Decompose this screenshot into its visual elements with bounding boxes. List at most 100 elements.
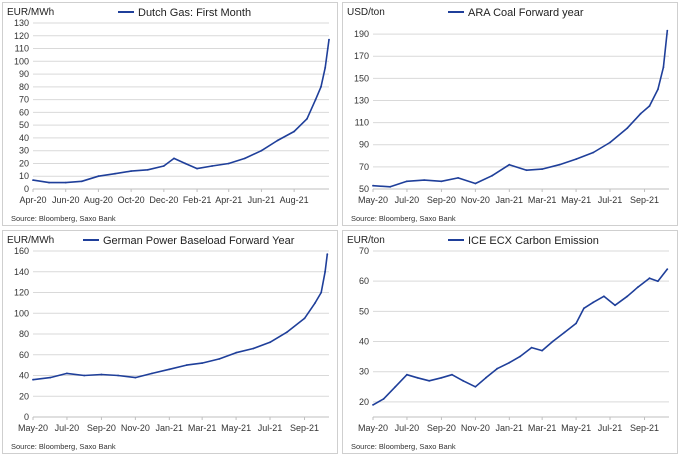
y-unit-label: USD/ton (347, 7, 385, 18)
y-tick-label: 50 (359, 306, 369, 316)
source-note: Source: Bloomberg, Saxo Bank (351, 442, 456, 451)
x-tick-label: May-21 (221, 423, 251, 433)
data-point (227, 162, 230, 165)
x-tick-label: Sep-20 (427, 423, 456, 433)
data-point (657, 88, 659, 91)
source-note: Source: Bloomberg, Saxo Bank (11, 442, 116, 451)
data-point (276, 139, 279, 142)
data-point (394, 385, 397, 388)
y-tick-label: 170 (354, 51, 369, 61)
data-point (235, 351, 238, 354)
y-tick-label: 40 (19, 371, 29, 381)
data-point (49, 376, 52, 379)
data-point (609, 141, 611, 144)
y-tick-label: 60 (359, 276, 369, 286)
data-point (423, 179, 426, 182)
data-point (462, 379, 464, 382)
x-tick-label: Jun-21 (248, 195, 276, 205)
data-point (440, 376, 443, 379)
x-tick-label: Nov-20 (121, 423, 150, 433)
data-point (626, 127, 629, 129)
y-unit-label: EUR/ton (347, 235, 385, 246)
data-point (474, 182, 477, 185)
x-tick-label: Jun-20 (52, 195, 80, 205)
data-point (406, 180, 408, 183)
x-tick-label: Nov-20 (461, 423, 490, 433)
data-point (184, 162, 187, 165)
y-tick-label: 50 (19, 120, 29, 130)
y-tick-label: 20 (19, 391, 29, 401)
data-point (626, 295, 629, 298)
data-point (83, 374, 86, 377)
data-point (100, 373, 103, 376)
y-tick-label: 10 (19, 171, 29, 181)
data-point (485, 376, 487, 379)
x-tick-label: May-20 (18, 423, 48, 433)
data-point (662, 66, 665, 69)
x-tick-label: May-21 (561, 195, 591, 205)
x-tick-label: Sep-20 (427, 195, 456, 205)
data-point (130, 170, 132, 173)
x-tick-label: Jan-21 (496, 423, 524, 433)
data-point (575, 158, 577, 161)
y-tick-label: 70 (359, 246, 369, 256)
y-tick-label: 40 (359, 337, 369, 347)
y-unit-label: EUR/MWh (7, 235, 54, 246)
chart-panel-ara-coal: 50 70 90 110 130 150 170 190 May-20 Jul-20 Sep-20 N… (342, 2, 678, 226)
chart-panel-carbon-emission: 20 30 40 50 60 70 May-20 Jul-20 Sep-20 Nov-20 Jan-… (342, 230, 678, 454)
y-tick-label: 70 (19, 95, 29, 105)
data-point (32, 378, 34, 381)
x-tick-label: Feb-21 (183, 195, 212, 205)
data-point (97, 175, 100, 178)
x-tick-label: May-20 (358, 195, 388, 205)
data-point (508, 163, 511, 166)
data-point (592, 151, 595, 154)
data-point (416, 376, 419, 379)
data-point (173, 157, 175, 160)
data-point (496, 367, 498, 370)
x-tick-label: Jul-20 (395, 423, 420, 433)
y-tick-label: 0 (24, 412, 29, 422)
data-point (324, 270, 326, 273)
data-point (328, 38, 330, 41)
data-point (48, 181, 50, 184)
series-line (372, 30, 669, 188)
chart-panel-dutch-gas: 0 10 20 30 40 50 60 70 80 90 100 110 120 130 Apr-20 Jun… (2, 2, 338, 226)
data-point (146, 168, 149, 171)
data-point (451, 373, 453, 376)
x-tick-label: Oct-20 (118, 195, 145, 205)
data-point (320, 291, 323, 294)
data-point (269, 341, 271, 344)
data-point (151, 372, 154, 375)
data-point (66, 372, 68, 375)
data-point (603, 295, 605, 298)
y-tick-label: 100 (14, 308, 29, 318)
x-tick-label: Sep-20 (87, 423, 116, 433)
y-tick-label: 50 (359, 184, 369, 194)
data-point (639, 112, 642, 115)
y-tick-label: 80 (19, 329, 29, 339)
data-point (114, 172, 116, 175)
x-tick-label: Sep-21 (630, 195, 659, 205)
data-point (293, 130, 295, 133)
data-point (134, 376, 137, 379)
legend-label: German Power Baseload Forward Year (103, 235, 295, 247)
data-point (648, 277, 651, 280)
legend-label: ICE ECX Carbon Emission (468, 235, 599, 247)
y-tick-label: 60 (19, 107, 29, 117)
y-tick-label: 110 (355, 118, 369, 128)
data-point (303, 317, 306, 320)
data-point (525, 169, 528, 172)
data-point (508, 361, 511, 364)
y-tick-label: 130 (354, 95, 369, 105)
legend-label: ARA Coal Forward year (468, 7, 584, 19)
data-point (252, 347, 255, 350)
x-tick-label: Jan-21 (496, 195, 524, 205)
y-tick-label: 130 (14, 18, 29, 28)
x-tick-label: Jul-21 (258, 423, 283, 433)
data-point (372, 404, 374, 406)
source-note: Source: Bloomberg, Saxo Bank (11, 214, 116, 223)
data-point (320, 85, 322, 88)
x-tick-label: Aug-20 (84, 195, 113, 205)
chart-svg: 0 10 20 30 40 50 60 70 80 90 100 110 120 130 Apr-20 Jun… (7, 7, 330, 223)
